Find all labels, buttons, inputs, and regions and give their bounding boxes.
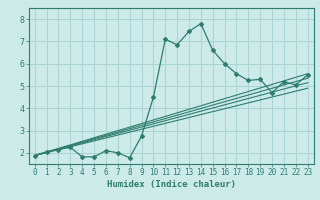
X-axis label: Humidex (Indice chaleur): Humidex (Indice chaleur) (107, 180, 236, 189)
